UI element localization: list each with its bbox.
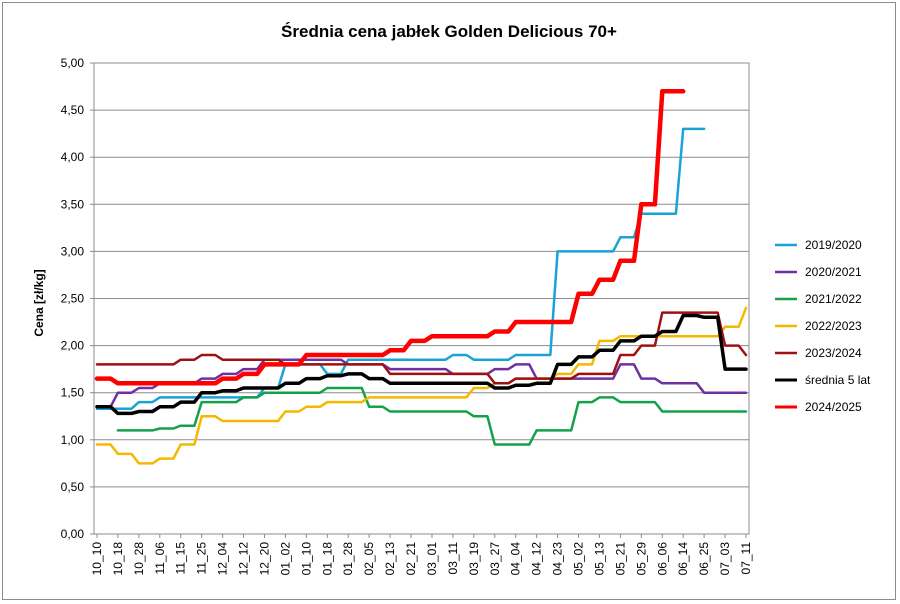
x-tick-label: 10_18 [111,542,125,576]
legend-label-2020-2021: 2020/2021 [805,265,862,279]
legend-label-2019-2020: 2019/2020 [805,238,862,252]
x-tick-label: 01_28 [341,542,355,576]
y-tick-label: 0,50 [61,480,85,494]
x-tick-label: 04_23 [551,542,565,576]
y-tick-label: 4,50 [61,103,85,117]
y-tick-label: 2,50 [61,292,85,306]
series-line-2020-2021 [95,358,748,409]
x-tick-label: 12_04 [216,542,230,576]
x-tick-label: 03_19 [467,542,481,576]
x-tick-label: 06_06 [655,542,669,576]
x-axis-ticks: 10_10 10_18 10_28 11_06 11_15 11_25 12_04 12_12… [90,534,753,575]
x-tick-label: 02_05 [362,542,376,576]
y-tick-label: 3,00 [61,244,85,258]
x-tick-label: 02_21 [404,542,418,576]
x-tick-label: 12_20 [257,542,271,576]
y-axis-ticks: 0,00 0,50 1,00 1,50 2,00 2,50 3,00 3,50 4,00 4,50… [61,56,94,541]
y-tick-label: 2,00 [61,339,85,353]
x-tick-label: 10_28 [132,542,146,576]
x-tick-label: 10_10 [90,542,104,576]
y-tick-label: 1,00 [61,433,85,447]
x-tick-label: 02_13 [383,542,397,576]
series-line-2023-2024 [95,311,748,385]
chart: Średnia cena jabłek Golden Delicious 70+… [32,22,871,575]
chart-title: Średnia cena jabłek Golden Delicious 70+ [281,22,617,41]
x-tick-label: 01_18 [320,542,334,576]
series-line-2024-2025 [94,89,686,386]
x-tick-label: 11_06 [153,542,167,575]
x-tick-label: 11_15 [174,542,188,575]
x-tick-label: 05_29 [634,542,648,576]
y-tick-label: 1,50 [61,386,85,400]
x-tick-label: 03_27 [488,542,502,576]
x-tick-label: 04_12 [530,542,544,576]
x-tick-label: 03_11 [446,542,460,575]
x-tick-label: 12_12 [237,542,251,576]
x-tick-label: 03_01 [425,542,439,576]
x-tick-label: 05_02 [572,542,586,576]
x-tick-label: 06_14 [676,542,690,576]
series-lines [94,89,748,465]
legend-label-2024-2025: 2024/2025 [805,400,862,414]
legend-label-2022-2023: 2022/2023 [805,319,862,333]
x-tick-label: 01_10 [299,542,313,576]
legend: 2019/2020 2020/2021 2021/2022 2022/2023 2023… [775,238,871,414]
y-tick-label: 3,50 [61,197,85,211]
legend-label-2021-2022: 2021/2022 [805,292,862,306]
legend-label-2023-2024: 2023/2024 [805,346,862,360]
x-tick-label: 07_11 [739,542,753,575]
x-tick-label: 01_02 [278,542,292,576]
y-tick-label: 4,00 [61,150,85,164]
legend-label--rednia-5-lat: średnia 5 lat [805,373,871,387]
x-tick-label: 05_21 [613,542,627,576]
x-tick-label: 06_25 [697,542,711,576]
x-tick-label: 11_25 [195,542,209,575]
series-line--rednia-5-lat [95,313,748,416]
y-tick-label: 0,00 [61,527,85,541]
x-tick-label: 07_03 [718,542,732,576]
x-tick-label: 04_04 [509,542,523,576]
series-line-2021-2022 [116,386,748,446]
y-axis-label: Cena [zł/kg] [32,269,46,336]
x-tick-label: 05_13 [592,542,606,576]
y-tick-label: 5,00 [61,56,85,70]
